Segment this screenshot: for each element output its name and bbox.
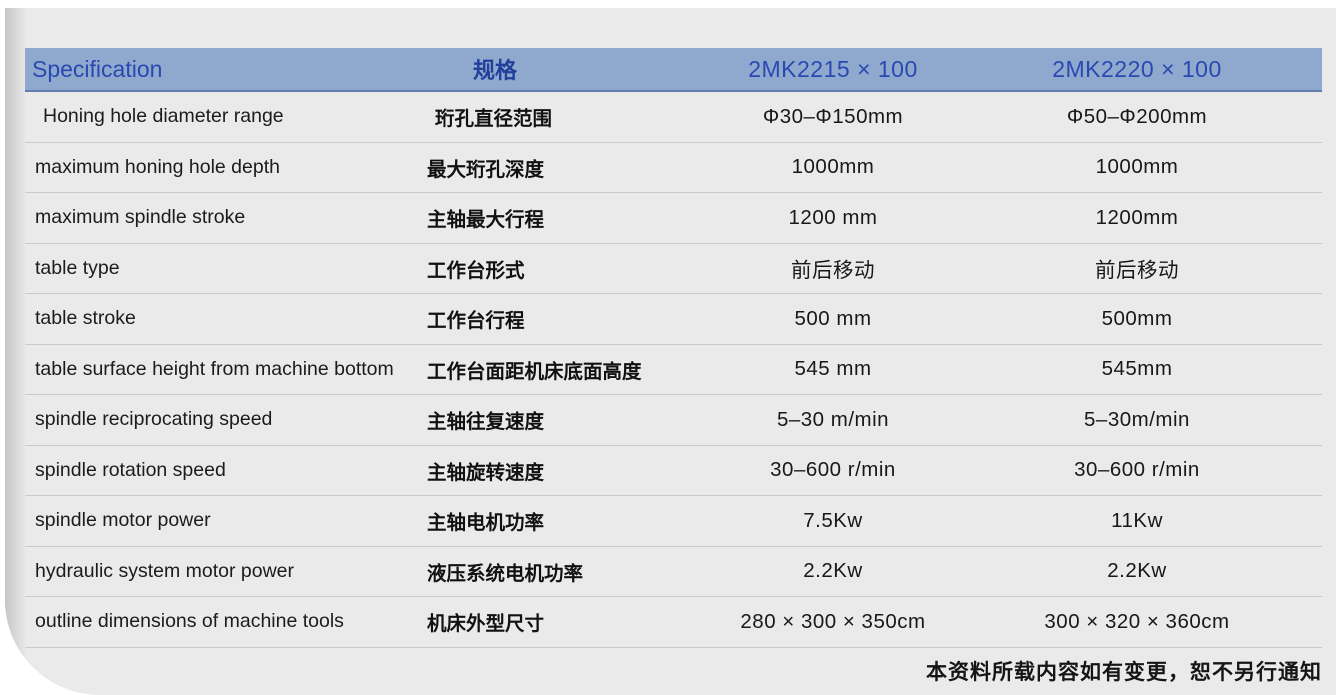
value-model-2mk2220: 5–30m/min	[1084, 407, 1190, 431]
spec-label-zh: 主轴往复速度	[427, 411, 545, 434]
spec-label-zh: 工作台面距机床底面高度	[427, 360, 642, 383]
column-header-model-2mk2220: 2MK2220 × 100	[1052, 55, 1222, 82]
table-row: maximum spindle stroke 主轴最大行程 1200 mm 12…	[25, 193, 1322, 244]
value-model-2mk2215: Φ30–Φ150mm	[762, 104, 904, 128]
column-header-spec-zh: 规格	[473, 58, 518, 83]
value-model-2mk2220: 1200mm	[1095, 205, 1179, 229]
spec-label-zh: 工作台行程	[427, 310, 525, 333]
spec-label-zh: 主轴旋转速度	[427, 461, 545, 484]
value-model-2mk2220: 30–600 r/min	[1074, 458, 1200, 482]
value-model-2mk2220: 2.2Kw	[1107, 559, 1167, 583]
value-model-2mk2220: 前后移动	[1095, 259, 1179, 283]
table-row: table surface height from machine bottom…	[25, 345, 1322, 395]
spec-label-en: maximum spindle stroke	[35, 206, 246, 229]
value-model-2mk2215: 5–30 m/min	[776, 407, 890, 431]
spec-label-zh: 机床外型尺寸	[427, 613, 545, 636]
value-model-2mk2215: 545 mm	[794, 357, 872, 381]
spec-label-zh: 工作台形式	[427, 259, 525, 282]
spec-label-en: outline dimensions of machine tools	[35, 610, 344, 633]
table-row: spindle reciprocating speed 主轴往复速度 5–30 …	[25, 395, 1322, 446]
table-row: spindle rotation speed 主轴旋转速度 30–600 r/m…	[25, 446, 1322, 496]
value-model-2mk2220: 1000mm	[1095, 155, 1179, 179]
spec-label-en: spindle reciprocating speed	[35, 408, 273, 431]
spec-label-en: spindle motor power	[35, 509, 211, 532]
column-header-model-2mk2215: 2MK2215 × 100	[748, 55, 918, 82]
spec-label-en: maximum honing hole depth	[35, 155, 280, 178]
spec-label-en: table stroke	[35, 307, 136, 330]
table-row: table type 工作台形式 前后移动 前后移动	[25, 244, 1322, 294]
value-model-2mk2220: 300 × 320 × 360cm	[1044, 609, 1230, 633]
spec-label-zh: 主轴最大行程	[427, 209, 545, 232]
spec-label-zh: 液压系统电机功率	[427, 562, 584, 585]
spec-label-zh: 主轴电机功率	[427, 512, 545, 535]
spec-label-en: table surface height from machine bottom	[35, 357, 394, 380]
value-model-2mk2215: 30–600 r/min	[770, 458, 896, 482]
table-row: outline dimensions of machine tools 机床外型…	[25, 597, 1322, 648]
spec-label-en: table type	[35, 256, 120, 279]
value-model-2mk2215: 前后移动	[791, 259, 875, 283]
table-header-row: Specification 规格 2MK2215 × 100 2MK2220 ×…	[25, 48, 1322, 92]
value-model-2mk2215: 2.2Kw	[803, 559, 863, 583]
value-model-2mk2215: 1000mm	[791, 155, 875, 179]
spec-label-en: spindle rotation speed	[35, 458, 226, 481]
value-model-2mk2215: 280 × 300 × 350cm	[740, 609, 926, 633]
spec-label-en: hydraulic system motor power	[35, 559, 295, 582]
table-row: hydraulic system motor power 液压系统电机功率 2.…	[25, 547, 1322, 597]
spec-label-zh: 最大珩孔深度	[427, 158, 545, 181]
value-model-2mk2215: 1200 mm	[788, 205, 878, 229]
value-model-2mk2220: 11Kw	[1111, 508, 1163, 532]
content-panel: Specification 规格 2MK2215 × 100 2MK2220 ×…	[5, 8, 1336, 695]
value-model-2mk2220: Φ50–Φ200mm	[1066, 104, 1208, 128]
table-row: Honing hole diameter range 珩孔直径范围 Φ30–Φ1…	[25, 92, 1322, 143]
value-model-2mk2215: 7.5Kw	[803, 508, 863, 532]
value-model-2mk2220: 500mm	[1101, 306, 1173, 330]
spec-label-en: Honing hole diameter range	[43, 105, 284, 128]
specification-table: Specification 规格 2MK2215 × 100 2MK2220 ×…	[25, 48, 1322, 648]
column-header-specification: Specification	[32, 55, 163, 82]
disclaimer-note: 本资料所载内容如有变更，恕不另行通知	[926, 661, 1322, 684]
table-row: spindle motor power 主轴电机功率 7.5Kw 11Kw	[25, 496, 1322, 547]
table-row: maximum honing hole depth 最大珩孔深度 1000mm …	[25, 143, 1322, 193]
spec-label-zh: 珩孔直径范围	[435, 108, 553, 131]
value-model-2mk2220: 545mm	[1101, 357, 1173, 381]
value-model-2mk2215: 500 mm	[794, 306, 872, 330]
table-body: Honing hole diameter range 珩孔直径范围 Φ30–Φ1…	[25, 92, 1322, 648]
table-row: table stroke 工作台行程 500 mm 500mm	[25, 294, 1322, 345]
